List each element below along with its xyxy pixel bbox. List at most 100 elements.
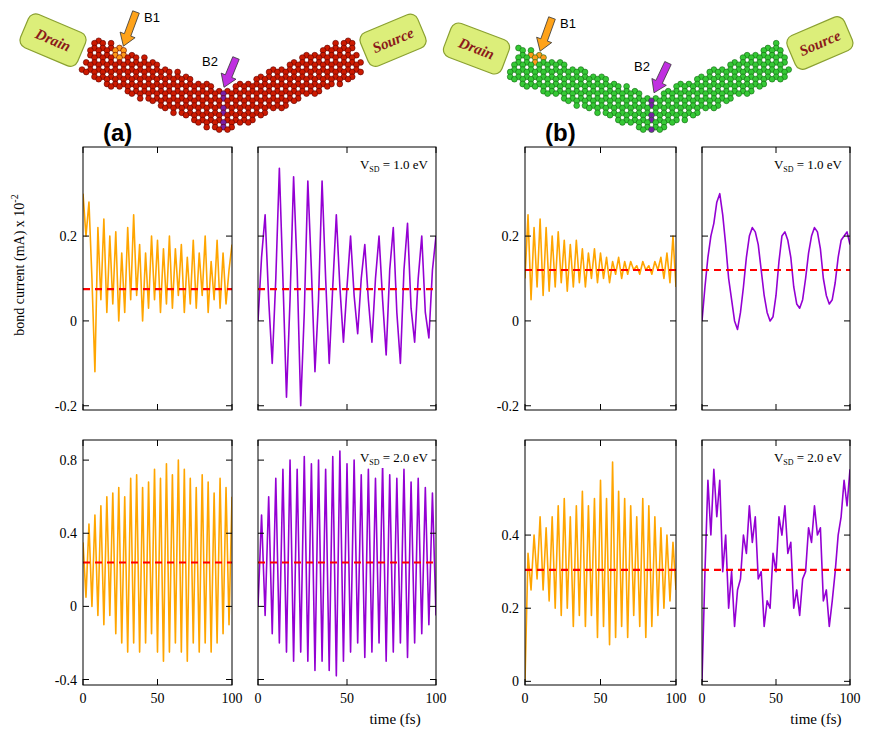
y-tick-label: 0.4: [60, 526, 78, 541]
ribbon-diagram: DrainSourceB1B2(b): [441, 14, 855, 146]
x-tick: [850, 440, 851, 446]
atom: [724, 98, 730, 104]
x-tick: [600, 147, 601, 153]
y-tick: [525, 535, 531, 536]
arrow: [652, 62, 671, 93]
atom: [270, 105, 276, 111]
atom: [171, 110, 177, 116]
x-tick: [776, 147, 777, 153]
mean-line: [525, 269, 676, 271]
y-tick: [702, 320, 708, 321]
x-tick: [157, 404, 158, 410]
x-tick-label: 100: [666, 691, 687, 706]
x-tick: [600, 440, 601, 446]
mean-line: [702, 269, 850, 271]
x-tick: [525, 679, 526, 685]
y-tick: [702, 608, 708, 609]
series-line: [258, 168, 436, 406]
panel: 00.20.4050100: [502, 440, 687, 706]
x-tick: [776, 440, 777, 446]
atom: [196, 120, 202, 126]
annotation: VSD = 2.0 eV: [357, 449, 432, 468]
atom: [669, 120, 675, 126]
atom: [628, 120, 634, 126]
x-tick: [83, 679, 84, 685]
x-tick: [702, 440, 703, 446]
atom: [279, 105, 285, 111]
annotation-rest: = 2.0 eV: [380, 450, 429, 465]
y-axis-title-sup: -2: [9, 194, 20, 202]
atom: [574, 103, 580, 109]
y-tick: [258, 679, 264, 680]
atom: [512, 76, 518, 82]
y-tick: [430, 606, 436, 607]
atom: [607, 112, 613, 118]
mean-line: [258, 288, 436, 290]
annotation-sub: SD: [783, 458, 793, 467]
x-tick: [776, 404, 777, 410]
atom: [532, 84, 538, 90]
panel: -0.200.2bond current (mA) x 10-2: [9, 147, 232, 414]
x-tick: [157, 679, 158, 685]
x-tick: [436, 440, 437, 446]
electrode: Source: [784, 14, 855, 72]
atom: [657, 127, 663, 133]
mean-line: [258, 561, 436, 563]
y-tick: [844, 405, 850, 406]
electrode-label: Source: [797, 27, 843, 59]
plot-area: [258, 440, 436, 685]
atom: [620, 120, 626, 126]
atom: [108, 84, 114, 90]
electrode-label: Source: [370, 24, 416, 56]
x-tick-label: 50: [340, 691, 354, 706]
atom: [162, 105, 168, 111]
y-tick: [226, 236, 232, 237]
frame: [702, 147, 850, 410]
x-tick: [850, 147, 851, 153]
y-tick: [258, 320, 264, 321]
y-tick: [83, 460, 89, 461]
x-tick: [600, 404, 601, 410]
atom: [83, 69, 89, 75]
x-tick: [258, 147, 259, 153]
y-tick: [670, 608, 676, 609]
x-tick: [83, 404, 84, 410]
electrode: Drain: [17, 11, 88, 68]
x-tick-label: 100: [222, 691, 243, 706]
series-line: [258, 451, 436, 676]
electrode: Drain: [441, 21, 512, 77]
plot-area: [702, 147, 850, 410]
atom: [291, 98, 297, 104]
arrow: [221, 57, 239, 88]
x-tick: [776, 679, 777, 685]
x-tick-label: 50: [594, 691, 608, 706]
y-tick: [258, 460, 264, 461]
series-line: [525, 215, 676, 300]
atom: [183, 112, 189, 118]
atom: [96, 76, 102, 82]
arrow: [537, 17, 556, 51]
annotation-sub: SD: [369, 458, 379, 467]
plot-area: [83, 147, 232, 410]
y-tick-label: 0.4: [502, 528, 520, 543]
x-tick: [525, 404, 526, 410]
bond-label: B1: [560, 16, 576, 31]
atom: [545, 91, 551, 97]
x-tick: [258, 404, 259, 410]
x-tick: [676, 679, 677, 685]
frame: [83, 147, 232, 410]
x-tick: [347, 404, 348, 410]
y-tick: [430, 679, 436, 680]
y-tick: [844, 320, 850, 321]
annotation-bg: [771, 449, 846, 468]
electrode-box: [784, 14, 855, 72]
x-tick: [600, 679, 601, 685]
data-layer: [702, 469, 850, 681]
atom: [237, 120, 243, 126]
y-axis-title-main: bond current (mA) x 10: [12, 203, 28, 336]
x-tick: [83, 147, 84, 153]
atom: [566, 98, 572, 104]
frame: [258, 147, 436, 410]
y-tick: [430, 320, 436, 321]
atom: [586, 105, 592, 111]
